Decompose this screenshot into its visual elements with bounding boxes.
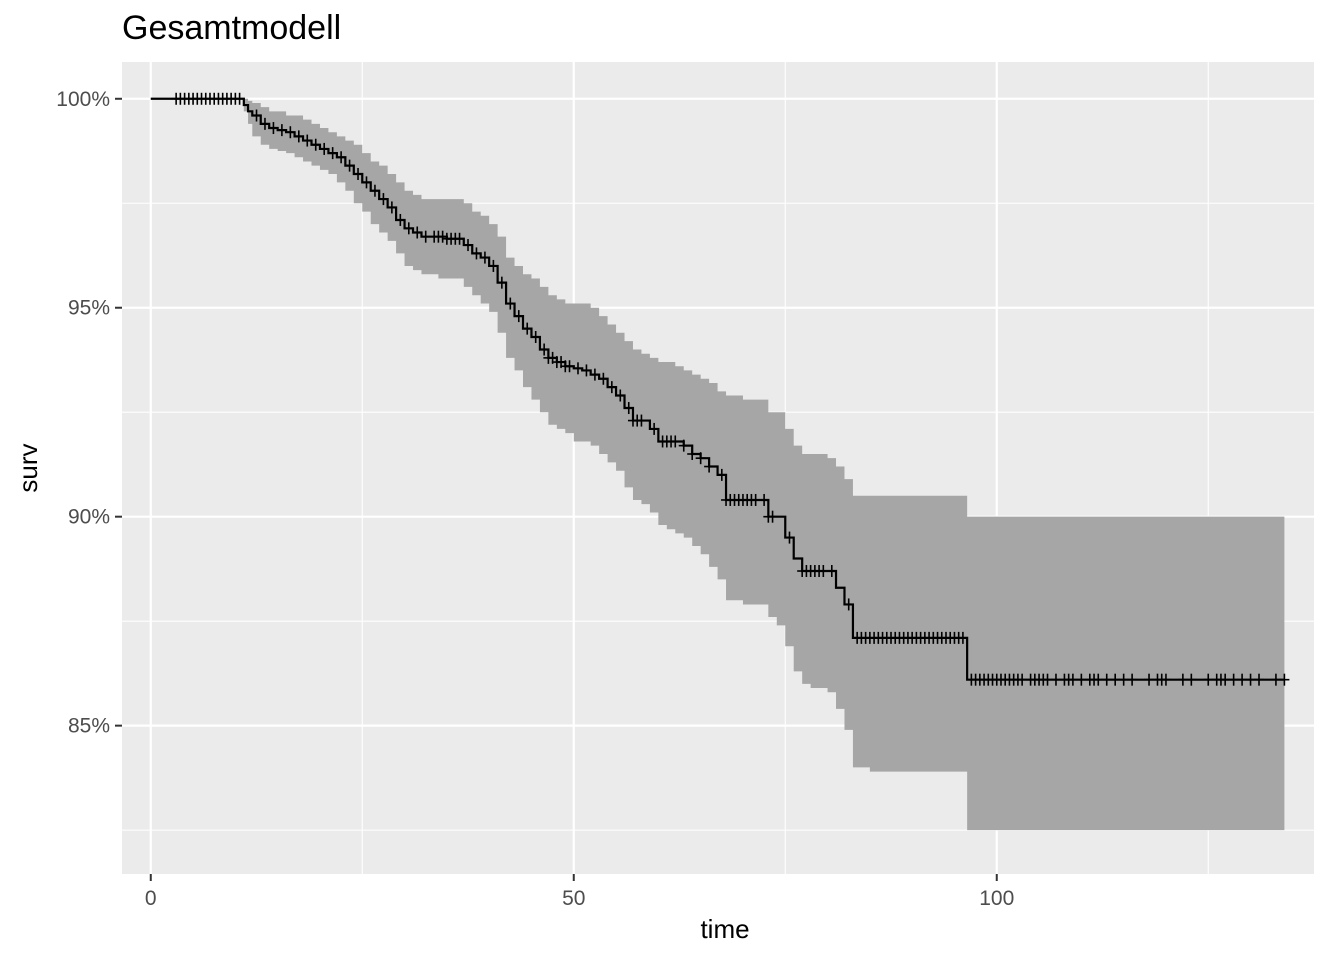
censor-mark	[378, 193, 389, 206]
x-tick-label: 0	[145, 887, 157, 910]
censor-mark	[1118, 673, 1129, 686]
censor-mark	[670, 435, 681, 448]
censor-mark	[1237, 673, 1248, 686]
censor-mark	[1279, 673, 1290, 686]
censor-mark	[767, 510, 778, 523]
censor-mark	[353, 168, 364, 180]
censor-mark	[759, 493, 770, 506]
censor-mark	[369, 184, 380, 197]
censor-marks	[171, 92, 1290, 686]
y-tick-label: 100%	[56, 88, 110, 111]
censor-mark	[1067, 673, 1078, 686]
censor-mark	[1177, 673, 1188, 686]
censor-mark	[251, 109, 262, 122]
censor-mark	[716, 468, 727, 481]
censor-mark	[1042, 673, 1053, 686]
censor-mark	[843, 598, 854, 611]
confidence-ribbon	[150, 98, 1285, 831]
censor-mark	[505, 297, 516, 310]
censor-mark	[386, 201, 397, 214]
censor-mark	[412, 226, 423, 239]
censor-mark	[636, 414, 647, 427]
censor-mark	[1076, 673, 1087, 686]
censor-mark	[496, 276, 507, 289]
censor-mark	[615, 389, 626, 402]
confidence-band	[150, 98, 1285, 831]
censor-mark	[1101, 673, 1112, 686]
censor-mark	[488, 259, 499, 272]
censor-mark	[395, 213, 406, 226]
censor-mark	[310, 138, 321, 151]
censor-mark	[454, 232, 465, 245]
survival-step-line	[150, 97, 1285, 681]
censor-mark	[437, 230, 448, 243]
censor-mark	[704, 460, 715, 473]
censor-mark	[1127, 673, 1138, 686]
censor-mark	[302, 134, 313, 147]
censor-mark	[268, 122, 279, 135]
censor-mark	[957, 631, 968, 644]
censor-mark	[522, 322, 533, 335]
censor-mark	[606, 381, 617, 394]
x-axis: 0 50 100	[145, 874, 1014, 910]
censor-mark	[750, 493, 761, 506]
censor-mark	[598, 372, 609, 385]
censor-mark	[623, 402, 634, 415]
censor-mark	[1228, 673, 1239, 686]
censor-mark	[276, 124, 287, 137]
censor-mark	[259, 117, 270, 130]
censor-mark	[1254, 673, 1265, 686]
x-tick-label: 100	[979, 887, 1014, 910]
censor-mark	[420, 230, 431, 243]
y-tick-label: 90%	[68, 506, 110, 529]
censor-mark	[539, 343, 550, 356]
y-tick-label: 95%	[68, 297, 110, 320]
censor-mark	[1186, 673, 1197, 686]
censor-mark	[1203, 673, 1214, 686]
censor-mark	[784, 531, 795, 544]
censor-mark	[1093, 673, 1104, 686]
y-axis-title: surv	[13, 443, 43, 492]
censor-mark	[479, 251, 490, 264]
censor-mark	[581, 364, 592, 377]
chart-title: Gesamtmodell	[122, 9, 341, 47]
censor-mark	[564, 360, 575, 373]
y-tick-label: 85%	[68, 715, 110, 738]
censor-mark	[1050, 673, 1061, 686]
censor-mark	[1270, 673, 1281, 686]
censor-mark	[572, 362, 583, 375]
censor-mark	[1220, 673, 1231, 686]
survival-curve	[150, 97, 1285, 681]
censor-mark	[319, 142, 330, 155]
censor-mark	[687, 448, 698, 460]
censor-mark	[1160, 673, 1171, 686]
censor-mark	[344, 159, 355, 172]
x-axis-title: time	[700, 914, 749, 944]
censor-mark	[513, 310, 524, 323]
censor-mark	[463, 239, 474, 252]
censor-mark	[234, 92, 245, 105]
censor-mark	[1017, 673, 1028, 686]
censor-mark	[403, 222, 414, 235]
censor-mark	[471, 247, 482, 260]
censor-mark	[293, 130, 304, 143]
y-axis: 85% 90% 95% 100%	[56, 88, 122, 738]
censor-mark	[530, 330, 541, 343]
censor-mark	[1245, 673, 1256, 686]
x-tick-label: 50	[562, 887, 585, 910]
censor-mark	[1144, 673, 1155, 686]
censor-mark	[336, 151, 347, 164]
censor-mark	[695, 452, 706, 465]
censor-mark	[285, 126, 296, 139]
censor-mark	[649, 422, 660, 435]
censor-mark	[1110, 673, 1121, 686]
censor-mark	[327, 147, 338, 160]
censor-mark	[826, 565, 837, 578]
censor-mark	[589, 368, 600, 381]
censor-mark	[361, 176, 372, 189]
censor-mark	[678, 439, 689, 452]
censor-mark	[818, 565, 829, 578]
